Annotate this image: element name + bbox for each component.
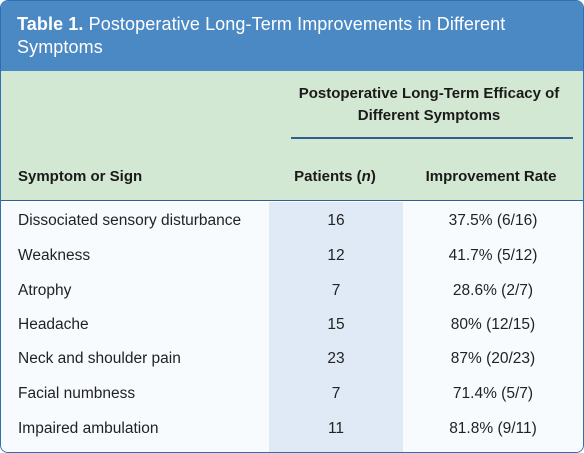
cell-patients: 11 [327,420,345,437]
cell-rate: 41.7% (5/12) [448,247,538,264]
column-group-header: Postoperative Long-Term Efficacy of Diff… [298,85,560,124]
table-title-bar: Table 1. Postoperative Long-Term Improve… [1,1,583,71]
rate-column-bg [403,202,583,452]
cell-patients: 7 [331,282,341,299]
cell-rate: 28.6% (2/7) [452,282,534,299]
cell-symptom: Impaired ambulation [18,420,159,437]
cell-patients: 15 [327,316,345,333]
cell-patients: 7 [331,385,341,402]
cell-rate: 87% (20/23) [450,350,536,367]
table-row: Atrophy 7 28.6% (2/7) [1,274,583,308]
table-title-text: Postoperative Long-Term Improvements in … [17,14,506,57]
table-row: Impaired ambulation 11 81.8% (9/11) [1,412,583,446]
cell-symptom: Weakness [18,247,91,264]
column-header-rate: Improvement Rate [425,168,557,185]
column-header-symptom: Symptom or Sign [18,168,143,185]
cell-symptom: Atrophy [18,282,72,299]
cell-patients: 23 [327,350,345,367]
patients-header-n: n [361,168,371,185]
table-row: Weakness 12 41.7% (5/12) [1,239,583,273]
table-body: Dissociated sensory disturbance 16 37.5%… [1,202,583,452]
cell-patients: 12 [327,247,345,264]
table-row: Headache 15 80% (12/15) [1,308,583,342]
cell-rate: 71.4% (5/7) [452,385,534,402]
cell-patients: 16 [327,212,345,229]
cell-rate: 80% (12/15) [450,316,536,333]
cell-symptom: Facial numbness [18,385,136,402]
patients-column-bg [269,202,403,452]
cell-rate: 37.5% (6/16) [448,212,538,229]
cell-symptom: Dissociated sensory disturbance [18,212,242,229]
patients-header-suffix: ) [370,168,376,185]
table-header: Postoperative Long-Term Efficacy of Diff… [1,71,583,201]
cell-rate: 81.8% (9/11) [449,420,537,437]
table-row: Neck and shoulder pain 23 87% (20/23) [1,342,583,376]
table-row: Facial numbness 7 71.4% (5/7) [1,377,583,411]
table-row: Dissociated sensory disturbance 16 37.5%… [1,204,583,238]
table-title: Table 1. Postoperative Long-Term Improve… [17,13,573,59]
table-label: Table 1. [17,14,84,34]
patients-header-prefix: Patients ( [294,168,362,185]
column-group-rule [291,137,573,139]
symptom-column-bg [1,202,269,452]
cell-symptom: Neck and shoulder pain [18,350,181,367]
column-header-patients: Patients (n) [273,167,397,187]
cell-symptom: Headache [18,316,89,333]
